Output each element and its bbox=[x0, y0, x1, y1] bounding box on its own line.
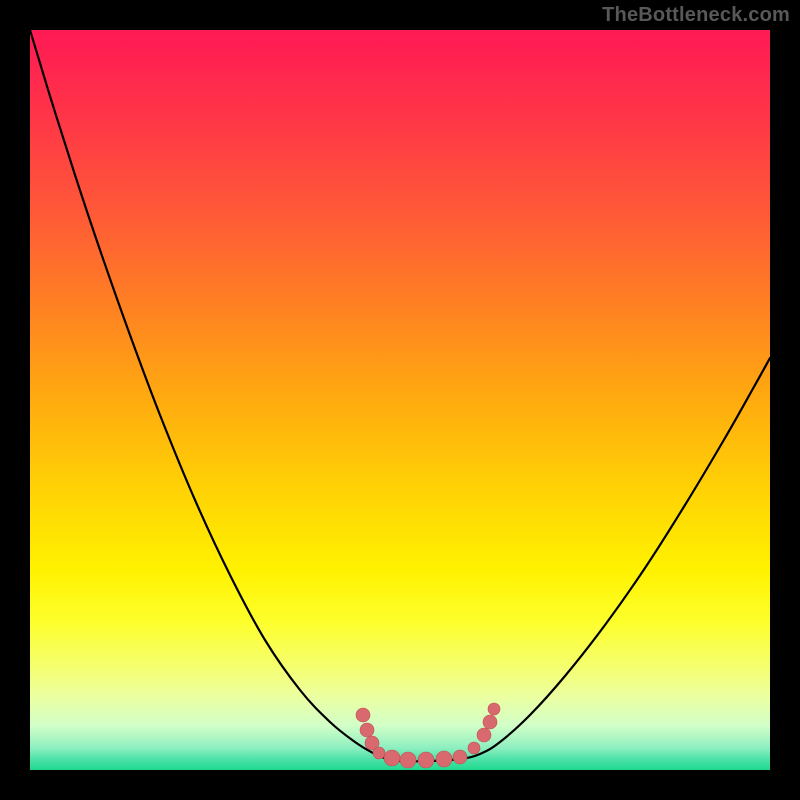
marker-dot bbox=[488, 703, 500, 715]
marker-dot bbox=[384, 750, 400, 766]
chart-svg bbox=[30, 30, 770, 770]
plot-area bbox=[30, 30, 770, 770]
gradient-background bbox=[30, 30, 770, 770]
marker-dot bbox=[400, 752, 416, 768]
chart-frame: TheBottleneck.com bbox=[0, 0, 800, 800]
marker-dot bbox=[418, 752, 434, 768]
marker-dot bbox=[468, 742, 480, 754]
marker-dot bbox=[360, 723, 374, 737]
marker-dot bbox=[483, 715, 497, 729]
marker-dot bbox=[477, 728, 491, 742]
marker-dot bbox=[373, 747, 385, 759]
marker-dot bbox=[453, 750, 467, 764]
watermark-text: TheBottleneck.com bbox=[602, 4, 790, 27]
marker-dot bbox=[436, 751, 452, 767]
marker-dot bbox=[356, 708, 370, 722]
